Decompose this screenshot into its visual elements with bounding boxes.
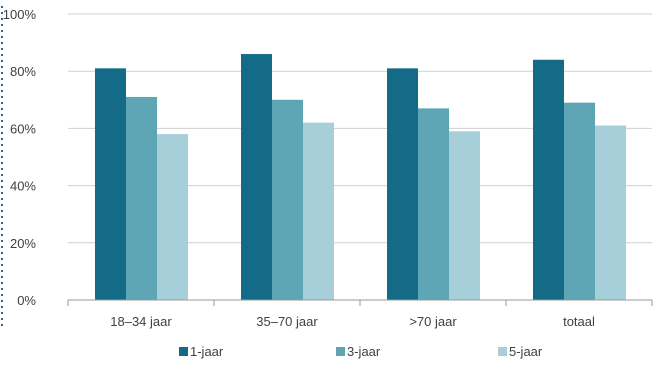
legend-label: 5-jaar <box>509 344 543 359</box>
legend: 1-jaar 3-jaar 5-jaar <box>179 344 543 359</box>
legend-swatch <box>336 347 345 356</box>
bar-5-jaar <box>449 131 480 300</box>
x-tick-label: 35–70 jaar <box>256 314 318 329</box>
y-tick-label: 60% <box>10 121 36 136</box>
y-tick-label: 20% <box>10 236 36 251</box>
bars <box>95 54 626 301</box>
bar-1-jaar <box>95 68 126 300</box>
legend-swatch <box>179 347 188 356</box>
y-tick-label: 100% <box>3 7 37 22</box>
bar-5-jaar <box>157 134 188 300</box>
legend-label: 1-jaar <box>190 344 224 359</box>
x-axis-tick-labels: 18–34 jaar 35–70 jaar >70 jaar totaal <box>110 314 595 329</box>
bar-3-jaar <box>126 96 157 300</box>
x-tick-label: >70 jaar <box>409 314 457 329</box>
x-tick-label: totaal <box>563 314 595 329</box>
bar-3-jaar <box>564 102 595 300</box>
bar-1-jaar <box>533 59 564 301</box>
y-tick-label: 80% <box>10 64 36 79</box>
bar-5-jaar <box>595 125 626 300</box>
y-axis-tick-labels: 0% 20% 40% 60% 80% 100% <box>3 7 37 308</box>
bar-5-jaar <box>303 122 334 301</box>
y-tick-label: 0% <box>17 293 36 308</box>
x-tick-label: 18–34 jaar <box>110 314 172 329</box>
y-tick-label: 40% <box>10 179 36 194</box>
legend-swatch <box>498 347 507 356</box>
bar-3-jaar <box>272 99 303 300</box>
x-axis <box>67 299 653 306</box>
title-strip <box>60 0 480 2</box>
legend-label: 3-jaar <box>347 344 381 359</box>
bar-3-jaar <box>418 108 449 300</box>
bar-1-jaar <box>387 68 418 300</box>
bar-1-jaar <box>241 54 272 300</box>
